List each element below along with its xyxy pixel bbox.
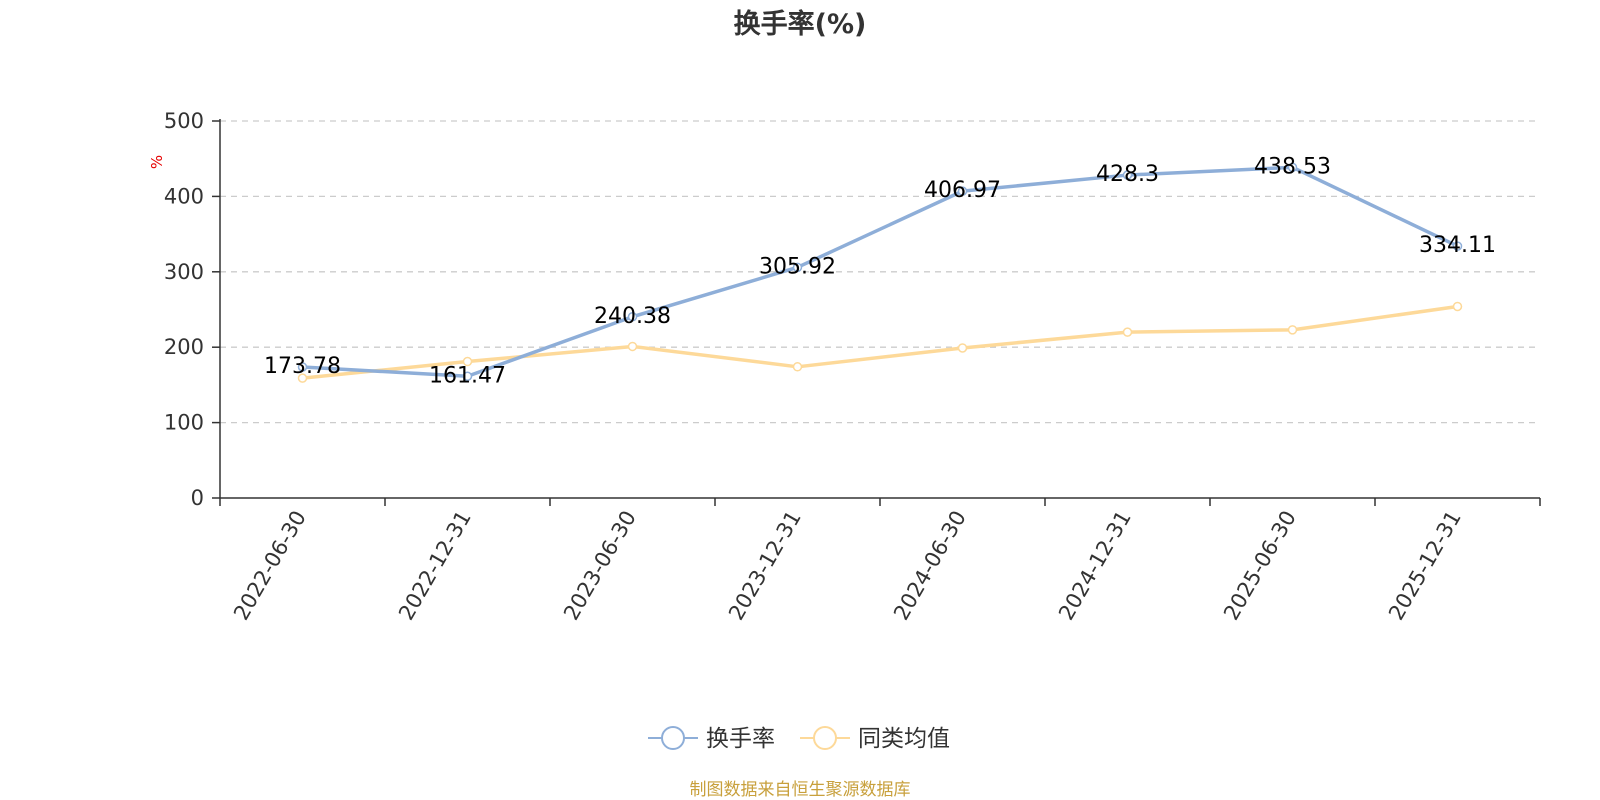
data-label: 305.92 [759, 254, 836, 279]
data-point [1287, 162, 1298, 173]
data-point [1122, 170, 1133, 180]
y-tick-label: 200 [164, 335, 204, 359]
data-point [792, 262, 803, 273]
data-point [627, 312, 638, 322]
data-label: 406.97 [924, 178, 1001, 203]
series-line [300, 304, 1460, 380]
y-tick-label: 500 [164, 109, 204, 133]
data-point [1287, 325, 1298, 335]
data-point [627, 341, 638, 352]
series-layer [297, 162, 1463, 383]
legend-label: 换手率 [706, 726, 775, 752]
legend-marker [813, 726, 837, 750]
data-point [792, 362, 803, 372]
data-point [1452, 301, 1463, 312]
source-note: 制图数据来自恒生聚源数据库 [690, 780, 911, 800]
data-point [1122, 327, 1133, 337]
x-tick-label: 2022-12-31 [394, 507, 476, 625]
y-tick-label: 100 [164, 411, 204, 435]
data-label: 334.11 [1419, 233, 1496, 258]
x-tick-label: 2025-12-31 [1384, 507, 1466, 625]
y-tick-label: 300 [164, 260, 204, 284]
data-point [1452, 241, 1463, 251]
data-labels: 173.78 161.47 240.38 305.92 406.97 428.3 438.5… [264, 154, 1496, 388]
data-label: 173.78 [264, 354, 341, 379]
legend-item: 同类均值 [800, 726, 950, 752]
legend-label: 同类均值 [858, 726, 950, 752]
x-tick-label: 2023-12-31 [724, 507, 806, 625]
legend: 换手率 同类均值 [648, 726, 950, 752]
x-tick-label: 2022-06-30 [229, 507, 311, 625]
x-tick-label: 2025-06-30 [1219, 507, 1301, 625]
series-line [300, 165, 1460, 379]
data-label: 161.47 [429, 363, 506, 388]
y-tick-label: 0 [191, 486, 204, 510]
legend-item: 换手率 [648, 726, 775, 752]
legend-marker [661, 726, 685, 750]
data-label: 428.3 [1096, 162, 1159, 187]
data-point [462, 356, 473, 367]
y-tick-label: 400 [164, 184, 204, 208]
data-point [462, 371, 473, 382]
data-label: 240.38 [594, 304, 671, 329]
data-point [957, 343, 968, 353]
x-tick-label: 2024-06-30 [889, 507, 971, 625]
data-point [297, 373, 308, 383]
y-axis-unit-label: % [148, 155, 166, 169]
chart-title: 换手率(%) [734, 8, 867, 40]
data-point [957, 186, 968, 196]
x-tick-label: 2023-06-30 [559, 507, 641, 625]
data-label: 438.53 [1254, 154, 1331, 179]
x-tick-label: 2024-12-31 [1054, 507, 1136, 625]
data-point [297, 362, 308, 372]
gridlines [220, 120, 1540, 424]
